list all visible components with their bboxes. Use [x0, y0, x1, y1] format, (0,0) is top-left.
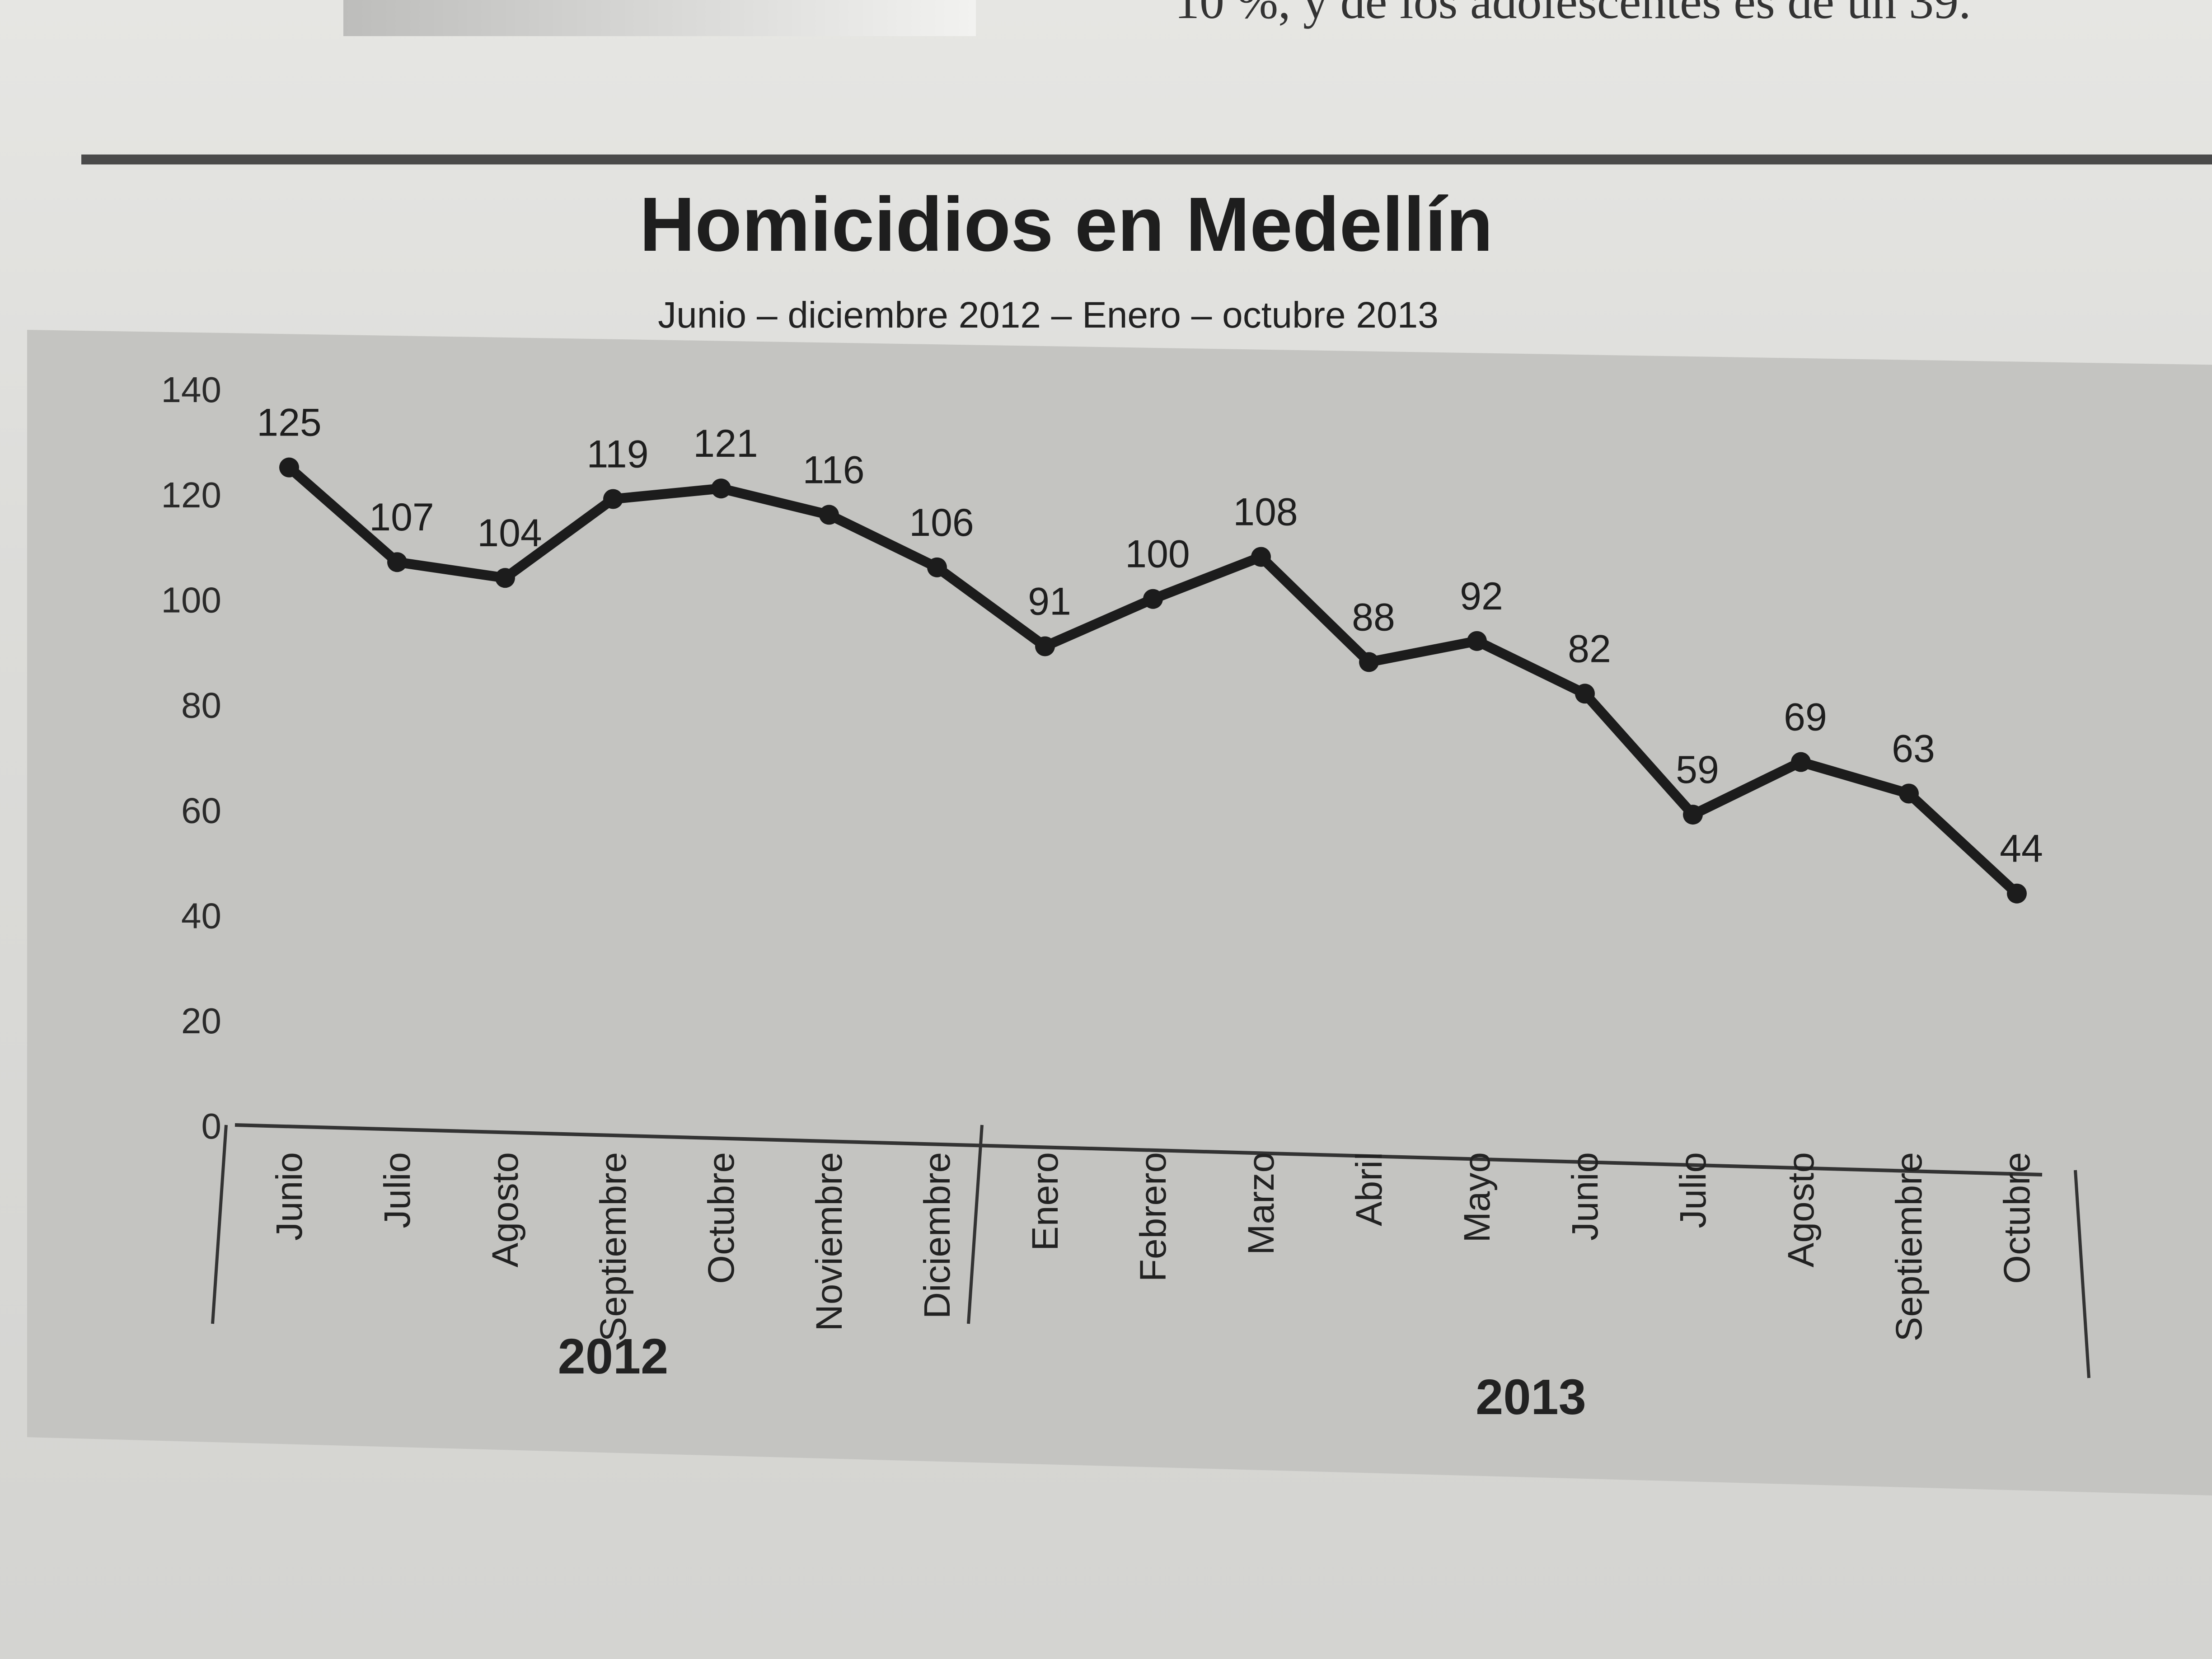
x-tick-label: Enero — [1025, 1152, 1066, 1251]
x-tick-label: Julio — [377, 1152, 418, 1228]
group-divider — [967, 1125, 984, 1324]
x-axis: Junio Julio Agosto Septiembre Octubre Noviemb… — [234, 1123, 2043, 1341]
data-label: 119 — [586, 433, 648, 476]
year-groups: 2012 2013 — [211, 1125, 2090, 1425]
data-label: 125 — [257, 401, 322, 445]
x-tick-label: Agosto — [1781, 1152, 1822, 1267]
data-point — [819, 505, 839, 525]
data-label: 121 — [693, 422, 758, 465]
year-group-label: 2013 — [1476, 1369, 1586, 1425]
x-tick-label: Julio — [1673, 1152, 1714, 1228]
x-tick-label: Octubre — [1996, 1152, 2038, 1284]
data-point — [1683, 805, 1703, 825]
y-tick-label: 60 — [181, 790, 221, 830]
x-tick-label: Septiembre — [1889, 1152, 1930, 1341]
data-label: 107 — [369, 496, 434, 539]
data-point — [1467, 631, 1487, 651]
data-label: 116 — [802, 448, 864, 492]
group-divider — [2074, 1170, 2090, 1378]
series-homicidios: 125 107 104 119 121 116 106 91 100 108 88 92 82 59 69 6… — [257, 401, 2043, 904]
year-group-label: 2012 — [558, 1329, 669, 1384]
series-line — [284, 462, 2022, 899]
data-label: 69 — [1784, 696, 1827, 739]
data-label: 91 — [1028, 580, 1071, 623]
data-point — [1791, 752, 1811, 772]
x-tick-label: Agosto — [485, 1152, 526, 1267]
x-tick-label: Octubre — [701, 1152, 742, 1284]
data-point — [1899, 783, 1919, 804]
data-label: 82 — [1568, 627, 1611, 670]
x-tick-label: Diciembre — [917, 1152, 958, 1319]
data-point — [495, 568, 515, 588]
data-label: 44 — [2000, 827, 2043, 871]
data-point — [1575, 684, 1595, 704]
data-point — [279, 457, 299, 478]
data-point — [603, 489, 623, 509]
x-tick-label: Mayo — [1457, 1152, 1498, 1243]
x-tick-label: Junio — [1565, 1152, 1606, 1241]
y-tick-label: 140 — [161, 370, 221, 410]
data-point — [387, 552, 407, 572]
data-point — [711, 478, 731, 499]
data-label: 108 — [1233, 491, 1298, 534]
data-label: 59 — [1676, 748, 1719, 792]
y-tick-label: 40 — [181, 895, 221, 936]
chart-background — [27, 330, 2212, 1495]
chart-title: Homicidios en Medellín — [639, 182, 1493, 267]
x-axis-line — [234, 1123, 2043, 1176]
x-tick-label: Septiembre — [593, 1152, 634, 1341]
chart-subtitle: Junio – diciembre 2012 – Enero – octubre… — [658, 295, 1439, 336]
y-tick-label: 80 — [181, 685, 221, 726]
data-point — [2007, 883, 2027, 904]
section-divider — [81, 155, 2212, 164]
data-point — [1359, 652, 1379, 672]
x-tick-label: Febrero — [1133, 1152, 1174, 1282]
data-label: 104 — [477, 511, 542, 555]
data-label: 88 — [1352, 595, 1395, 639]
x-tick-label: Abril — [1349, 1152, 1390, 1226]
y-axis: 0 20 40 60 80 100 120 140 — [161, 370, 221, 1146]
data-label: 63 — [1892, 727, 1935, 771]
group-divider — [211, 1125, 228, 1324]
y-tick-label: 100 — [161, 580, 221, 620]
data-point — [1143, 589, 1163, 609]
x-tick-label: Junio — [269, 1152, 310, 1241]
data-point — [1251, 547, 1271, 567]
photo-edge — [343, 0, 976, 36]
y-tick-label: 120 — [161, 475, 221, 515]
data-point — [927, 557, 947, 577]
x-tick-label: Marzo — [1241, 1152, 1282, 1255]
y-tick-label: 0 — [202, 1106, 222, 1146]
y-tick-label: 20 — [181, 1001, 221, 1041]
data-point — [1035, 636, 1055, 656]
data-label: 92 — [1460, 575, 1503, 618]
data-label: 100 — [1125, 533, 1190, 576]
article-text-fragment: 10 %, y de los adolescentes es de un 39. — [1175, 0, 1971, 29]
x-tick-label: Noviembre — [809, 1152, 850, 1331]
data-label: 106 — [909, 501, 974, 544]
